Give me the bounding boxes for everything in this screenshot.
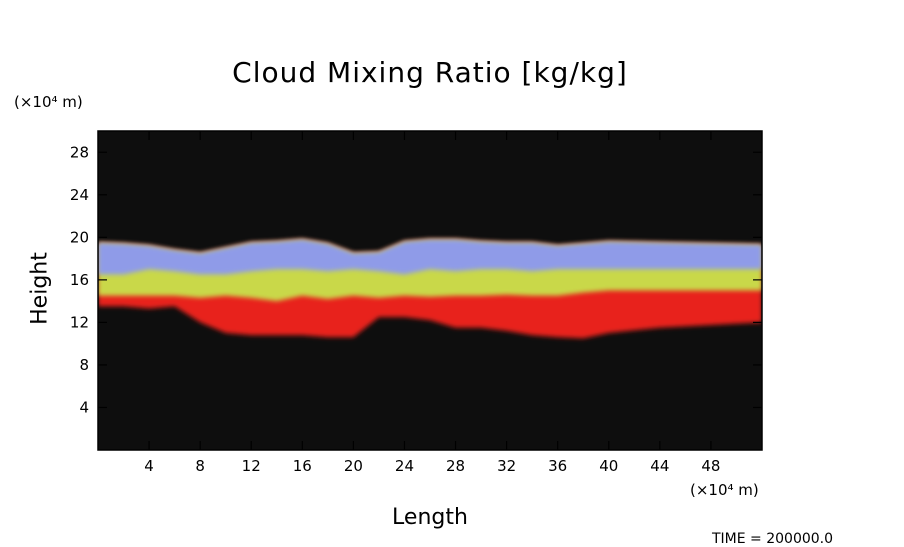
- x-tick-label: 28: [446, 457, 465, 475]
- y-tick-label: 20: [70, 228, 89, 246]
- x-axis-label: Length: [392, 505, 468, 530]
- x-tick-label: 44: [650, 457, 669, 475]
- x-tick-label: 8: [195, 457, 205, 475]
- x-tick-label: 48: [701, 457, 720, 475]
- x-tick-label: 40: [599, 457, 618, 475]
- y-tick-label: 12: [70, 313, 89, 331]
- x-tick-label: 16: [293, 457, 312, 475]
- chart-title: Cloud Mixing Ratio [kg/kg]: [232, 56, 628, 89]
- y-tick-label: 8: [79, 356, 89, 374]
- plot-frame: [97, 130, 763, 451]
- y-tick-label: 16: [70, 271, 89, 289]
- y-tick-label: 28: [70, 143, 89, 161]
- x-tick-label: 24: [395, 457, 414, 475]
- y-tick-label: 4: [79, 398, 89, 416]
- x-tick-label: 12: [242, 457, 261, 475]
- x-axis: 4 8 12 16 20 24 28 32 36 40 44 48: [144, 131, 720, 475]
- x-axis-unit: (×10⁴ m): [690, 481, 759, 499]
- y-tick-label: 24: [70, 186, 89, 204]
- x-tick-label: 32: [497, 457, 516, 475]
- y-axis-unit: (×10⁴ m): [14, 93, 83, 111]
- x-tick-label: 4: [144, 457, 154, 475]
- x-tick-label: 36: [548, 457, 567, 475]
- y-axis: 4 8 12 16 20 24 28: [70, 143, 762, 416]
- x-tick-label: 20: [344, 457, 363, 475]
- time-readout: TIME = 200000.0: [712, 531, 834, 547]
- cloud-layers: [98, 239, 762, 339]
- cloud-layer-3: [98, 239, 762, 275]
